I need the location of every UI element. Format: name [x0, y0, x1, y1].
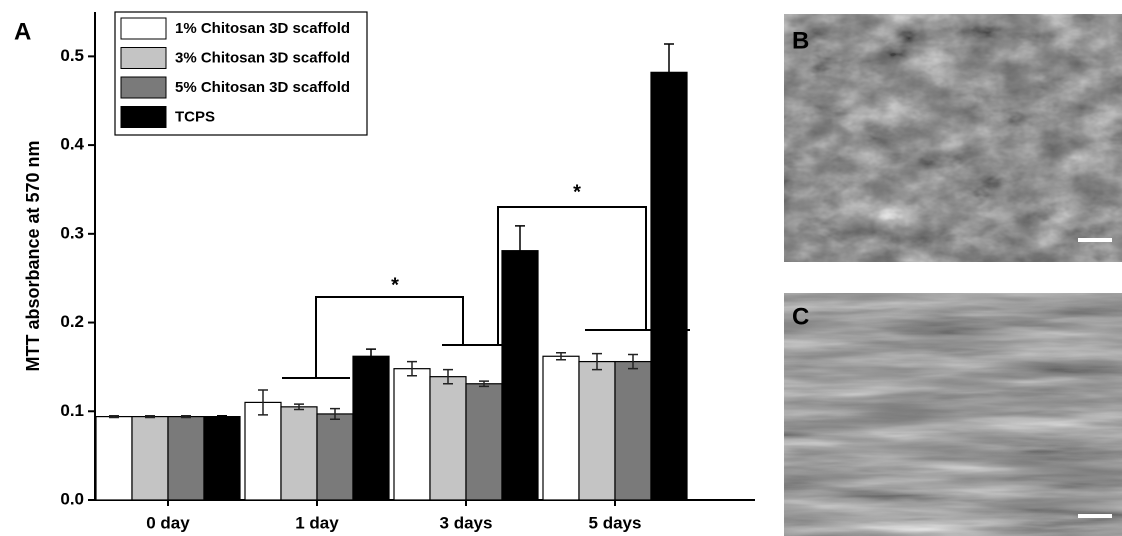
sem-image-c	[784, 293, 1122, 536]
bar	[281, 407, 317, 500]
bar	[96, 417, 132, 500]
significance-mark: *	[391, 274, 399, 296]
figure: A B C MTT absorbance at 570 nm * * 0.0 0.…	[0, 0, 1122, 536]
x-tick-label: 0 day	[146, 513, 190, 532]
panel-label: C	[792, 303, 809, 330]
bar	[245, 402, 281, 500]
x-tick-label: 1 day	[295, 513, 339, 532]
bar	[132, 417, 168, 500]
bar	[168, 417, 204, 500]
legend-swatch	[121, 48, 166, 69]
legend-label: 1% Chitosan 3D scaffold	[175, 20, 350, 37]
x-tick-label: 3 days	[440, 513, 493, 532]
y-tick-label: 0.0	[60, 489, 84, 508]
bar	[651, 72, 687, 500]
y-tick-label: 0.2	[60, 312, 84, 331]
legend-label: 5% Chitosan 3D scaffold	[175, 79, 350, 96]
x-tick-label: 5 days	[589, 513, 642, 532]
y-axis-label: MTT absorbance at 570 nm	[23, 140, 43, 371]
significance-mark: *	[573, 181, 581, 203]
bar	[502, 251, 538, 500]
panel-label: A	[14, 18, 31, 45]
y-tick-label: 0.1	[60, 401, 84, 420]
bar	[353, 356, 389, 500]
bar	[204, 417, 240, 500]
bar	[579, 362, 615, 500]
legend-label: 3% Chitosan 3D scaffold	[175, 49, 350, 66]
y-tick-label: 0.3	[60, 223, 84, 242]
legend-swatch	[121, 18, 166, 39]
y-tick-label: 0.5	[60, 46, 84, 65]
bar	[317, 414, 353, 500]
significance-brackets	[282, 207, 690, 378]
bar	[543, 356, 579, 500]
bar	[430, 377, 466, 500]
sem-image-b	[784, 14, 1122, 262]
bar	[394, 369, 430, 500]
y-tick-label: 0.4	[60, 135, 84, 154]
legend-swatch	[121, 77, 166, 98]
legend-label: TCPS	[175, 108, 215, 125]
panel-label: B	[792, 27, 809, 54]
legend-swatch	[121, 107, 166, 128]
bar	[466, 384, 502, 500]
bar	[615, 362, 651, 500]
